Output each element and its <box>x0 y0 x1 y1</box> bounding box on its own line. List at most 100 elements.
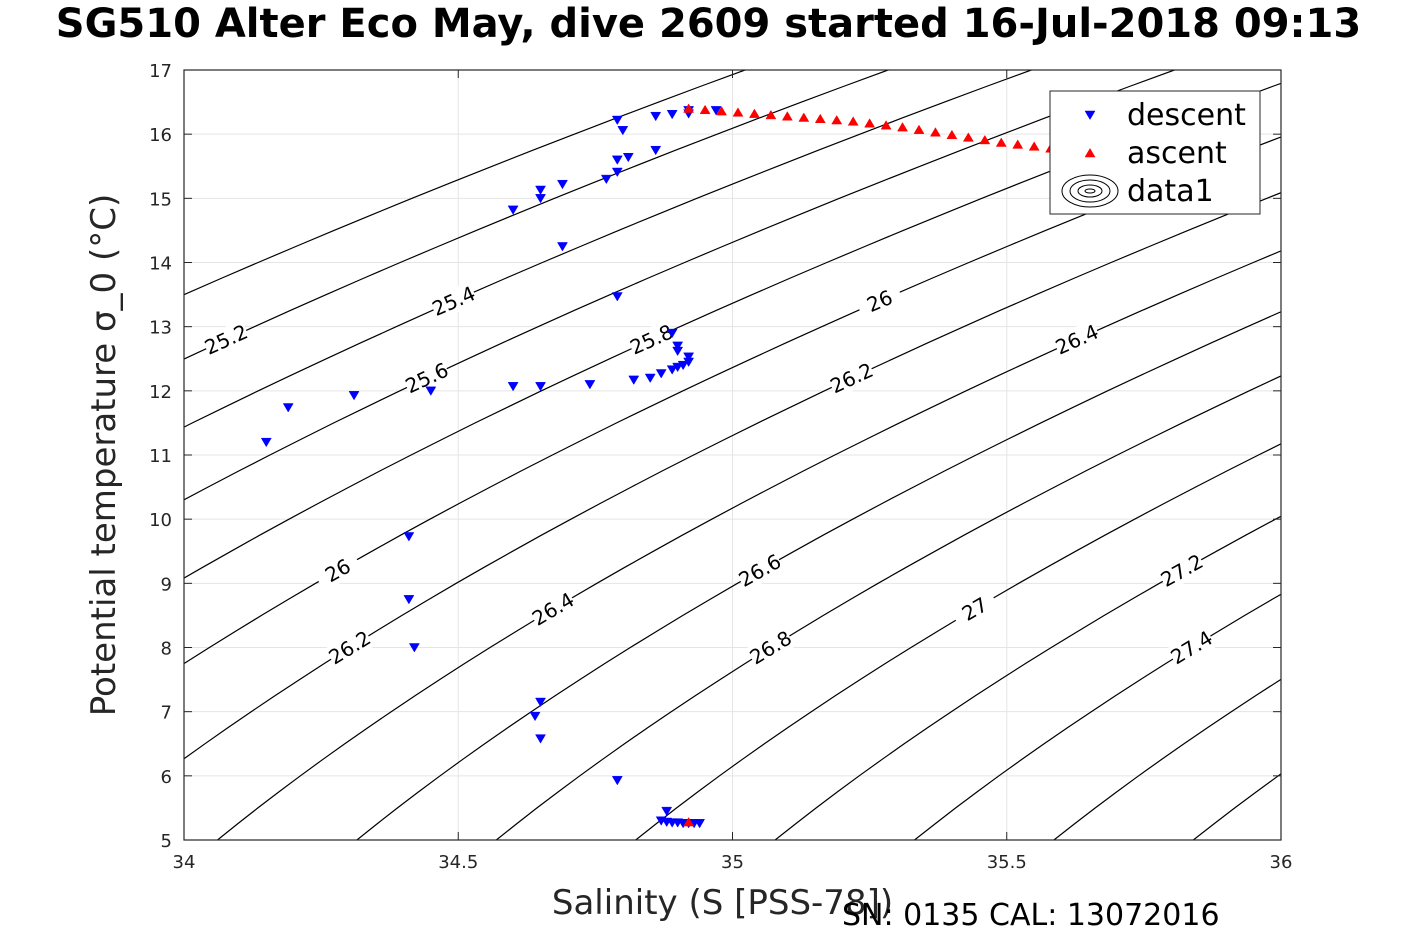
legend-contour-icon <box>1084 188 1096 194</box>
descent-point <box>535 697 546 708</box>
y-tick-label: 16 <box>149 125 172 146</box>
descent-point <box>584 380 596 390</box>
descent-point <box>666 110 678 120</box>
isopycnal-line <box>355 311 1281 840</box>
contour-label-bg <box>428 281 479 321</box>
serial-calibration-note: SN: 0135 CAL: 13072016 <box>842 898 1220 933</box>
ascent-point <box>749 108 760 118</box>
ascent-point <box>979 134 991 145</box>
contour-label-bg <box>1051 319 1102 360</box>
ascent-point <box>897 122 908 132</box>
ascent-point <box>781 111 793 121</box>
descent-point <box>683 352 695 362</box>
descent-point <box>611 292 623 302</box>
descent-point <box>666 365 678 375</box>
descent-point <box>348 391 360 401</box>
y-tick-label: 8 <box>161 639 172 660</box>
y-tick-label: 11 <box>149 446 172 467</box>
descent-point <box>650 111 662 122</box>
descent-point <box>557 179 568 190</box>
isopycnal-line <box>184 70 1177 501</box>
descent-point <box>600 174 612 185</box>
y-tick-label: 9 <box>161 574 172 595</box>
isopycnal-line <box>216 250 1281 840</box>
contour-label-bg <box>626 319 677 360</box>
ascent-point <box>946 129 958 140</box>
descent-point <box>672 362 684 373</box>
descent-point <box>611 115 623 126</box>
y-tick-label: 17 <box>149 61 172 82</box>
tick-labels: 34 34.5 35 35.5 36 5 6 7 8 9 10 11 12 13 14 15 16 17 <box>149 61 1292 873</box>
contour-label-bg <box>1156 549 1207 592</box>
isopycnal-line <box>1293 38 1417 872</box>
x-axis-label: Salinity (S [PSS-78]) <box>552 883 893 923</box>
isopycnal-line <box>184 70 1034 428</box>
descent-point <box>529 711 541 722</box>
ascent-point <box>732 107 744 117</box>
legend-box <box>1049 90 1261 215</box>
ascent-point <box>880 120 892 130</box>
legend-ascent-marker <box>1084 148 1096 158</box>
descent-point <box>611 155 623 165</box>
x-tick-label: 35 <box>721 852 744 873</box>
y-tick-label: 10 <box>149 510 172 531</box>
descent-point <box>694 819 706 829</box>
descent-point <box>611 167 623 178</box>
contour-label-bg <box>854 281 905 321</box>
ascent-point <box>847 116 859 126</box>
descent-point <box>710 106 722 116</box>
ascent-point <box>1028 141 1040 151</box>
contour-label-bg <box>734 549 785 592</box>
contour-label-bg <box>401 357 452 399</box>
x-tick-label: 34.5 <box>438 852 478 873</box>
isopycnal-line <box>184 70 747 296</box>
isopycnal-line <box>495 375 1281 840</box>
legend-entry: descent <box>1127 98 1246 133</box>
contour-label-bg <box>312 549 363 592</box>
isopycnal-line <box>774 515 1281 840</box>
ascent-point <box>864 118 876 128</box>
contour-label-bg <box>745 625 796 670</box>
descent-point <box>672 341 684 351</box>
y-axis-label: Potential temperature σ_0 (°C) <box>84 194 124 717</box>
ascent-point <box>814 113 826 124</box>
legend-descent-marker <box>1084 110 1096 120</box>
y-tick-label: 5 <box>161 831 172 852</box>
descent-point <box>282 403 294 413</box>
legend-entry: ascent <box>1127 136 1227 171</box>
ascent-point <box>683 817 695 827</box>
descent-point <box>677 360 689 371</box>
contour-label-bg <box>949 587 1000 631</box>
ascent-point <box>699 104 711 115</box>
ascent-point <box>716 106 727 116</box>
isopycnal-line <box>184 82 1281 579</box>
isopycnal-line <box>913 593 1281 840</box>
descent-point <box>628 375 640 385</box>
descent-point <box>650 145 662 156</box>
descent-point <box>535 734 546 744</box>
legend-contour-icon <box>1061 174 1119 208</box>
ascent-point <box>913 124 925 134</box>
descent-point <box>507 382 519 392</box>
descent-point <box>655 369 667 379</box>
descent-point <box>661 806 673 817</box>
descent-point <box>408 643 420 653</box>
contour-label-bg <box>528 587 579 631</box>
y-tick-label: 14 <box>149 254 172 275</box>
y-tick-label: 12 <box>149 382 172 403</box>
ascent-point <box>765 109 777 120</box>
legend-contour-icon <box>1077 184 1103 198</box>
descent-point <box>507 205 519 215</box>
ascent-point <box>930 127 941 137</box>
descent-point <box>403 595 415 605</box>
descent-point <box>260 437 272 448</box>
legend-entry: data1 <box>1127 174 1214 209</box>
ascent-point <box>995 137 1007 147</box>
isopycnal-line <box>1052 678 1281 840</box>
ascent-point <box>962 132 974 142</box>
chart-title: SG510 Alter Eco May, dive 2609 started 1… <box>55 1 1362 47</box>
contour-label-bg <box>826 357 877 399</box>
y-tick-label: 15 <box>149 189 172 210</box>
isopycnal-line <box>184 192 1281 760</box>
